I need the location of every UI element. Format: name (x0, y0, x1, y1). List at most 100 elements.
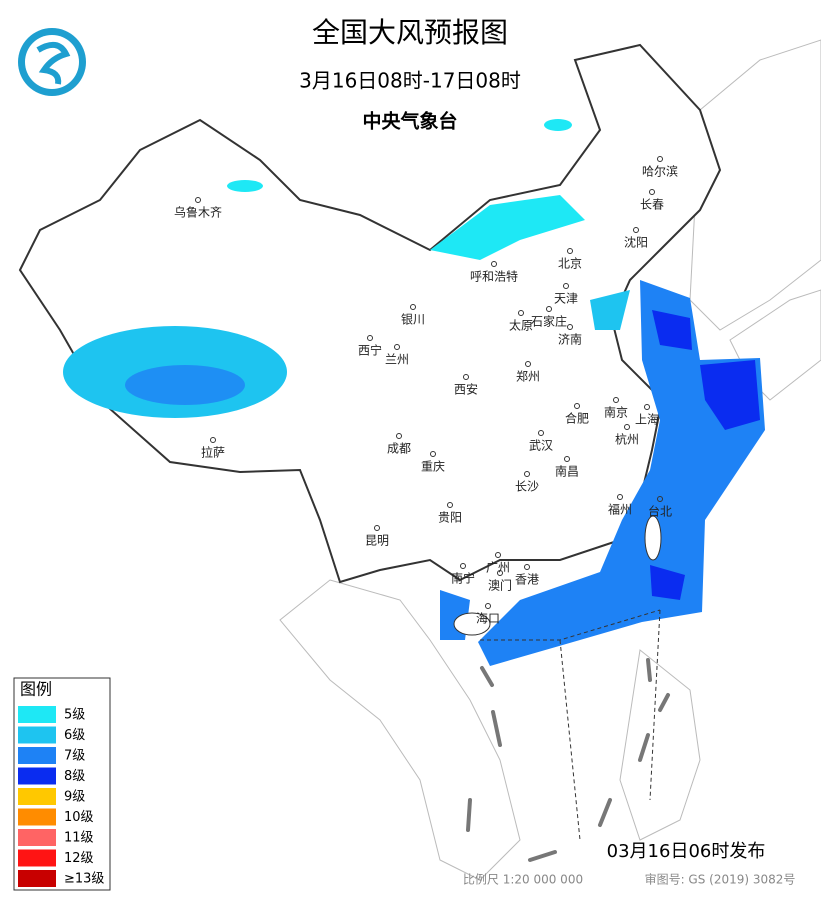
city-label: 沈阳 (624, 235, 648, 250)
city-marker (460, 563, 466, 569)
logo (36, 41, 71, 85)
legend-swatch (18, 870, 56, 887)
city-marker (394, 344, 400, 350)
legend-swatch (18, 829, 56, 846)
city-label: 重庆 (421, 460, 445, 474)
city-marker (633, 227, 639, 233)
legend-label: ≥13级 (64, 872, 104, 887)
legend-swatch (18, 808, 56, 826)
city-marker (491, 261, 497, 267)
city-label: 长春 (640, 198, 664, 212)
city-label: 昆明 (365, 534, 389, 548)
city-marker (497, 570, 503, 576)
city-label: 香港 (515, 573, 539, 587)
city-marker (624, 424, 630, 430)
philippines (619, 649, 701, 841)
wind-area-8 (650, 565, 685, 600)
wind-area-7 (478, 280, 765, 666)
city-marker (613, 397, 619, 403)
legend-swatch (18, 767, 56, 785)
wind-area-8 (700, 360, 760, 430)
city-marker (430, 451, 436, 457)
city-label: 兰州 (385, 353, 409, 367)
city-label: 西宁 (358, 343, 382, 358)
indochina (279, 579, 521, 881)
city-marker (410, 304, 416, 310)
city-marker (518, 310, 524, 316)
city-marker (463, 374, 469, 380)
city-marker (524, 564, 530, 570)
city-marker (567, 248, 573, 254)
legend-label: 12级 (64, 851, 94, 866)
neighbor-land (689, 39, 821, 331)
issue-time: 03月16日06时发布 (607, 841, 766, 862)
taiwan (644, 515, 662, 561)
sea-boundary (480, 609, 661, 841)
legend-label: 9级 (64, 790, 85, 805)
city-marker (396, 433, 402, 439)
legend-swatch (18, 706, 56, 723)
wind-area-5 (544, 119, 572, 131)
city-label: 西安 (454, 382, 478, 397)
city-marker (649, 189, 655, 195)
wind-area-5 (227, 180, 263, 192)
city-label: 杭州 (615, 432, 639, 447)
city-label: 澳门 (488, 578, 512, 593)
title: 全国大风预报图 (312, 16, 508, 49)
nine-dash-line (466, 658, 670, 862)
wind-area-8 (652, 310, 692, 350)
city-label: 上海 (635, 412, 659, 427)
city-label: 武汉 (529, 439, 553, 453)
city-label: 拉萨 (201, 445, 225, 460)
city-label: 海口 (476, 611, 500, 626)
city-label: 广州 (486, 561, 510, 575)
city-marker (546, 306, 552, 312)
legend-label: 7级 (64, 749, 85, 764)
legend-label: 8级 (64, 769, 85, 784)
city-marker (495, 552, 501, 558)
city-label: 南京 (604, 405, 628, 420)
scale: 比例尺 1:20 000 000 (463, 873, 583, 887)
city-marker (524, 471, 530, 477)
city-marker (195, 197, 201, 203)
city-label: 银川 (401, 313, 425, 327)
period: 3月16日08时-17日08时 (299, 69, 521, 93)
city-label: 济南 (558, 332, 582, 347)
legend-items: 5级 6级 7级 8级 9级 10级 11级 12级 ≥13级 (18, 706, 104, 887)
city-marker (657, 156, 663, 162)
city-label: 乌鲁木齐 (174, 205, 222, 220)
legend-label: 5级 (64, 708, 85, 723)
legend-swatch (18, 747, 56, 764)
city-label: 北京 (558, 257, 582, 271)
legend-label: 11级 (64, 831, 94, 846)
city-marker (210, 437, 216, 443)
approval-number: 审图号: GS (2019) 3082号 (645, 872, 796, 887)
city-label: 长沙 (515, 480, 539, 494)
city-marker (485, 603, 491, 609)
city-marker (644, 404, 650, 410)
city-label: 合肥 (565, 411, 589, 426)
city-label: 石家庄 (531, 314, 567, 329)
legend-label: 6级 (64, 728, 85, 743)
issuer: 中央气象台 (362, 110, 457, 133)
legend-swatch (18, 726, 56, 744)
city-label: 南宁 (451, 571, 475, 586)
city-marker (574, 403, 580, 409)
wind-area-5 (430, 195, 585, 260)
legend-swatch (18, 788, 56, 805)
city-label: 南昌 (555, 464, 579, 479)
city-label: 呼和浩特 (470, 269, 518, 284)
legend-title: 图例 (20, 680, 52, 699)
city-marker (567, 324, 573, 330)
legend-swatch (18, 849, 56, 867)
city-marker (538, 430, 544, 436)
city-label: 太原 (509, 318, 533, 333)
city-label: 郑州 (516, 369, 540, 384)
city-marker (447, 502, 453, 508)
city-label: 台北 (648, 504, 672, 519)
city-marker (367, 335, 373, 341)
city-marker (374, 525, 380, 531)
